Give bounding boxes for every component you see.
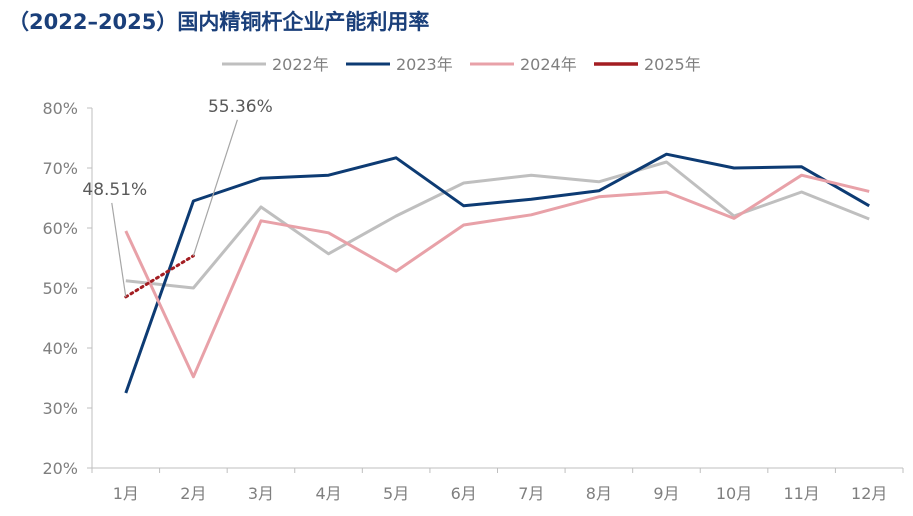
y-tick-label: 30% [42,399,78,418]
annotation-leader [192,119,238,257]
x-tick-label: 2月 [180,484,206,503]
x-tick-label: 9月 [653,484,679,503]
x-tick-label: 6月 [451,484,477,503]
x-tick-label: 10月 [716,484,752,503]
x-tick-label: 12月 [851,484,887,503]
x-tick-label: 5月 [383,484,409,503]
x-tick-label: 4月 [315,484,341,503]
data-label: 48.51% [82,180,147,200]
x-tick-label: 3月 [248,484,274,503]
series-line-2024 [124,173,870,379]
annotation-layer: 48.51% 55.36% [82,97,273,298]
series-line-2023 [124,152,870,394]
legend-label-2022: 2022年 [272,55,329,74]
axes: 20% 30% 40% 50% 60% 70% 80% 1月 2月 3月 4月 5月 6月 7月 8月 9月 1… [42,99,904,503]
y-tick-label: 50% [42,279,78,298]
legend-label-2023: 2023年 [396,55,453,74]
x-tick-label: 1月 [113,484,139,503]
chart-title: （2022–2025）国内精铜杆企业产能利用率 [8,10,430,34]
y-tick-label: 60% [42,219,78,238]
y-tick-label: 70% [42,159,78,178]
legend-label-2025: 2025年 [644,55,701,74]
series-line-2022 [125,160,870,290]
x-tick-label: 11月 [783,484,819,503]
x-tick-label: 7月 [518,484,544,503]
data-label: 55.36% [208,97,273,117]
y-tick-label: 40% [42,339,78,358]
annotation-leader [111,202,127,298]
y-tick-label: 80% [42,99,78,118]
legend-label-2024: 2024年 [520,55,577,74]
y-tick-label: 20% [42,459,78,478]
x-tick-label: 8月 [586,484,612,503]
series-layer [124,152,870,394]
legend: 2022年 2023年 2024年 2025年 [222,55,701,74]
series-line-2025 [124,254,195,299]
